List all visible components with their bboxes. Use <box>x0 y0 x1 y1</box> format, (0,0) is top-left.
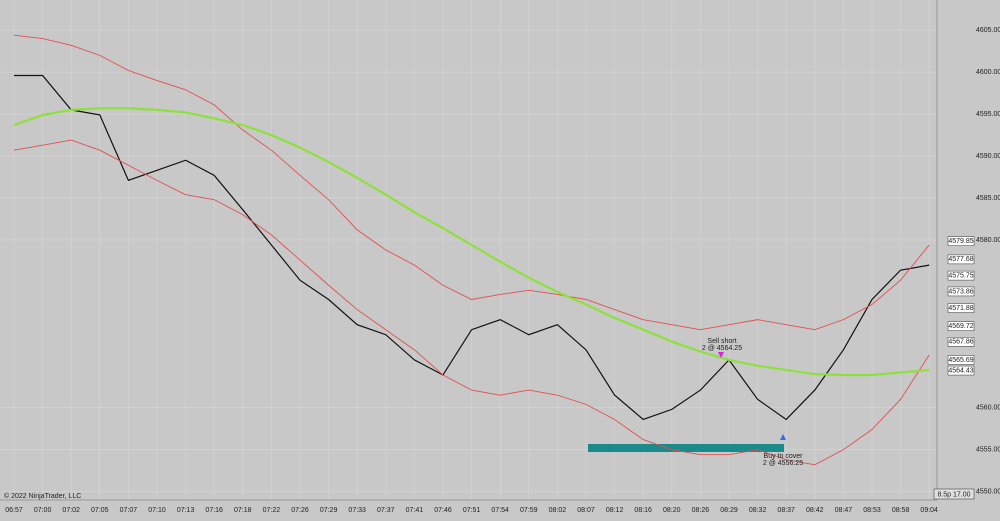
x-tick-label: 08:02 <box>549 507 567 514</box>
x-tick-label: 08:53 <box>863 507 881 514</box>
price-marker <box>947 303 975 313</box>
y-tick-label: 4595.00 <box>976 111 1000 118</box>
x-tick-label: 07:54 <box>491 507 509 514</box>
x-tick-label: 08:07 <box>577 507 595 514</box>
price-marker <box>947 270 975 281</box>
price-marker-label: 4564.43 <box>948 367 973 374</box>
series-line <box>13 139 930 466</box>
price-marker-label: 4569.72 <box>948 323 973 330</box>
x-tick-label: 07:41 <box>406 507 424 514</box>
x-tick-label: 07:46 <box>434 507 452 514</box>
x-tick-label: 07:00 <box>34 507 52 514</box>
x-tick-label: 07:13 <box>177 507 195 514</box>
x-tick-label: 08:12 <box>606 507 624 514</box>
x-tick-label: 07:10 <box>148 507 166 514</box>
x-tick-label: 07:33 <box>348 507 366 514</box>
x-tick-label: 07:05 <box>91 507 109 514</box>
x-tick-label: 07:29 <box>320 507 338 514</box>
copyright: © 2022 NinjaTrader, LLC <box>4 492 81 500</box>
grid <box>0 0 937 500</box>
price-marker <box>947 236 975 246</box>
x-tick-label: 07:37 <box>377 507 395 514</box>
x-tick-label: 08:20 <box>663 507 681 514</box>
annotation: 2 @ 4564.25 <box>702 345 742 352</box>
price-marker-label: 4573.86 <box>948 288 973 295</box>
x-tick-label: 08:47 <box>835 507 853 514</box>
annotation: 2 @ 4556.25 <box>763 460 803 467</box>
y-tick-label: 4605.00 <box>976 27 1000 34</box>
series-line <box>14 74 930 421</box>
price-marker-label: 4565.69 <box>948 357 973 364</box>
x-tick-label: 07:16 <box>205 507 223 514</box>
x-tick-label: 07:02 <box>62 507 80 514</box>
x-tick-label: 08:42 <box>806 507 824 514</box>
price-marker-label: 4567.86 <box>948 339 973 346</box>
buy-arrow <box>780 434 786 440</box>
price-marker <box>947 321 975 331</box>
x-tick-label: 08:37 <box>777 507 795 514</box>
price-marker <box>947 365 975 376</box>
y-tick-label: 4555.00 <box>976 447 1000 454</box>
price-marker-label: 4579.85 <box>948 238 973 245</box>
x-tick-label: 08:29 <box>720 507 738 514</box>
plot <box>13 34 930 466</box>
y-tick-label: 4550.00 <box>976 488 1000 495</box>
x-tick-label: 07:07 <box>120 507 138 514</box>
y-tick-label: 4580.00 <box>976 237 1000 244</box>
price-marker-label: 4577.68 <box>948 256 973 263</box>
x-tick-label: 08:32 <box>749 507 767 514</box>
instrument-label: 8.5p 17.00 <box>937 491 970 498</box>
price-marker <box>947 355 975 365</box>
y-tick-label: 4600.00 <box>976 69 1000 76</box>
series-line <box>13 34 930 331</box>
trade-zone <box>588 444 784 452</box>
price-marker <box>947 254 975 265</box>
annotation: Sell short <box>707 338 736 345</box>
x-tick-label: 07:18 <box>234 507 252 514</box>
instrument-box <box>933 488 975 500</box>
x-tick-label: 07:51 <box>463 507 481 514</box>
x-tick-label: 08:16 <box>634 507 652 514</box>
series-line <box>13 107 930 377</box>
sell-arrow <box>718 352 724 358</box>
x-tick-label: 09:04 <box>920 507 938 514</box>
y-tick-label: 4590.00 <box>976 153 1000 160</box>
price-marker-label: 4571.88 <box>948 305 973 312</box>
y-tick-label: 4585.00 <box>976 195 1000 202</box>
x-tick-label: 08:26 <box>692 507 710 514</box>
x-tick-label: 07:59 <box>520 507 538 514</box>
x-tick-label: 06:57 <box>5 507 23 514</box>
x-tick-label: 07:26 <box>291 507 309 514</box>
price-marker <box>947 337 975 347</box>
y-tick-label: 4560.00 <box>976 405 1000 412</box>
price-marker <box>947 286 975 297</box>
annotation: Buy to cover <box>764 453 804 460</box>
x-tick-label: 08:58 <box>892 507 910 514</box>
x-tick-label: 07:22 <box>263 507 281 514</box>
price-marker-label: 4575.75 <box>948 272 973 279</box>
